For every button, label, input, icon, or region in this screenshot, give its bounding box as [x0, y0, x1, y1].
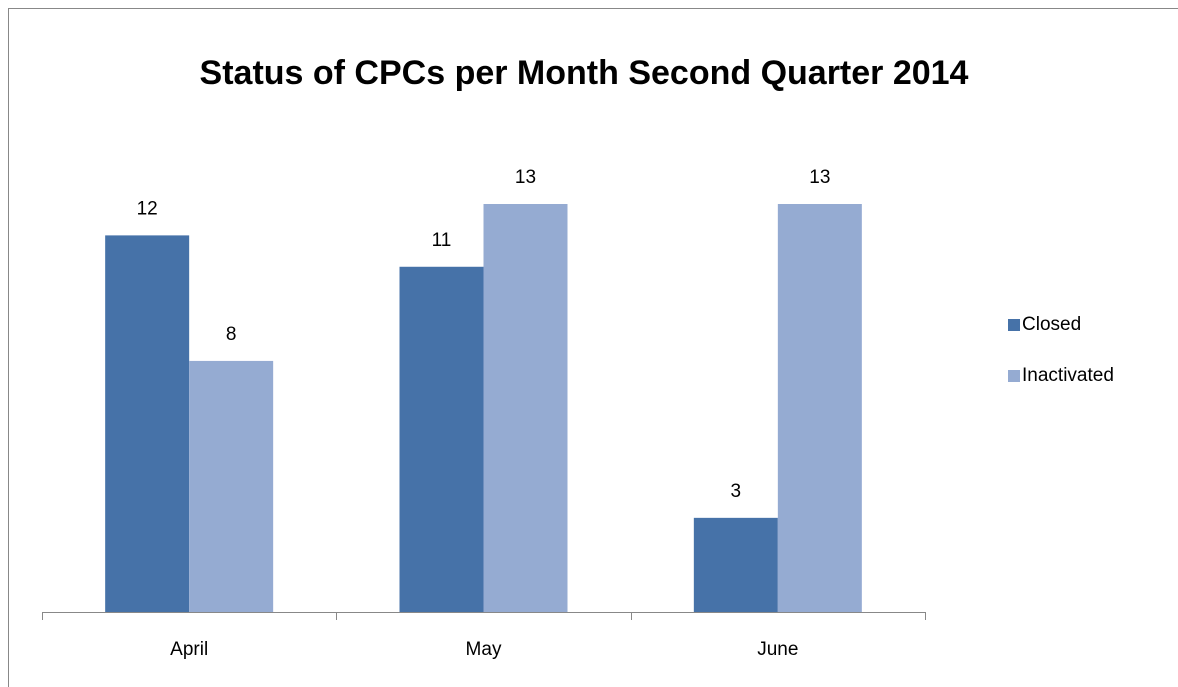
x-tick-label: April [170, 639, 208, 660]
data-label: 8 [226, 324, 237, 345]
bar [777, 204, 862, 612]
data-label: 3 [731, 481, 742, 502]
data-label: 12 [137, 198, 158, 219]
data-label: 13 [809, 167, 830, 188]
chart-title: Status of CPCs per Month Second Quarter … [200, 54, 969, 92]
legend-label: Closed [1022, 314, 1081, 335]
bar [189, 360, 274, 612]
data-label: 13 [515, 167, 536, 188]
legend-swatch [1008, 319, 1020, 331]
data-label: 11 [432, 230, 452, 251]
x-tick-label: May [466, 639, 502, 660]
bar [693, 517, 778, 612]
legend-label: Inactivated [1022, 365, 1114, 386]
legend-swatch [1008, 370, 1020, 382]
x-tick-label: June [757, 639, 798, 660]
bar [483, 204, 568, 612]
bar [105, 235, 190, 612]
bar [399, 266, 484, 612]
